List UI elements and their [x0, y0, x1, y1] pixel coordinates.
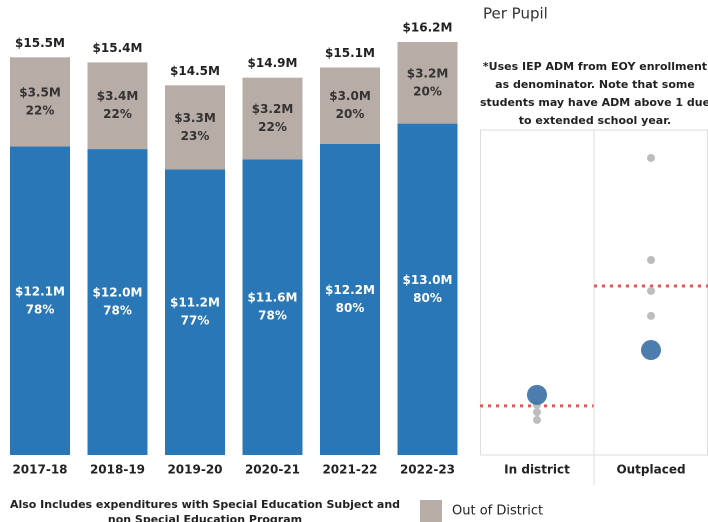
- value-label: $3.4M: [97, 89, 139, 103]
- bar-segment: [87, 149, 148, 455]
- x-tick-label: 2018-19: [90, 463, 145, 477]
- bar-segment: [397, 42, 458, 124]
- bar-segment: [320, 67, 380, 144]
- x-tick-label: 2021-22: [322, 463, 377, 477]
- total-label: $15.4M: [93, 41, 143, 55]
- share-label: 20%: [336, 107, 365, 121]
- value-label: $11.2M: [170, 296, 220, 310]
- bar-segment: [165, 85, 225, 170]
- bar-segment: [87, 62, 148, 150]
- bar-segment: [10, 146, 70, 455]
- x-tick-label: Outplaced: [616, 463, 685, 477]
- value-label: $13.0M: [403, 273, 453, 287]
- x-tick-label: 2020-21: [245, 463, 300, 477]
- point: [533, 408, 541, 417]
- point: [647, 311, 655, 320]
- bar-segment: [242, 159, 303, 455]
- share-label: 22%: [258, 120, 287, 134]
- value-label: $3.0M: [329, 89, 371, 103]
- note: *Uses IEP ADM from EOY enrollment as den…: [479, 60, 708, 127]
- mean-marker: [527, 384, 547, 405]
- bar-segment: [320, 143, 380, 455]
- value-label: $12.0M: [93, 286, 143, 300]
- total-label: $15.5M: [15, 36, 65, 50]
- share-label: 77%: [181, 314, 210, 328]
- chart-title: Per Pupil: [483, 5, 548, 23]
- legend-swatch: [420, 500, 442, 522]
- total-label: $15.1M: [325, 46, 375, 60]
- point: [647, 286, 655, 295]
- x-tick-label: 2022-23: [400, 463, 455, 477]
- bar-segment: [242, 77, 303, 160]
- share-label: 22%: [103, 107, 132, 121]
- value-label: $3.2M: [407, 66, 449, 80]
- share-label: 78%: [26, 302, 55, 316]
- legend-label: Out of District: [452, 504, 543, 519]
- value-label: $11.6M: [248, 291, 298, 305]
- point: [533, 415, 541, 424]
- value-label: $3.2M: [252, 102, 294, 116]
- mean-marker: [641, 340, 661, 361]
- share-label: 78%: [103, 304, 132, 318]
- share-label: 78%: [258, 309, 287, 323]
- bar-segment: [397, 123, 458, 455]
- value-label: $12.2M: [325, 283, 375, 297]
- point: [647, 256, 655, 264]
- share-label: 22%: [26, 103, 55, 117]
- x-tick-label: 2019-20: [167, 463, 222, 477]
- x-tick-label: In district: [504, 463, 570, 477]
- share-label: 80%: [413, 291, 442, 305]
- bar-segment: [165, 169, 225, 456]
- total-label: $14.9M: [248, 56, 298, 70]
- point: [647, 153, 655, 162]
- share-label: 23%: [181, 129, 210, 143]
- share-label: 20%: [413, 84, 442, 98]
- value-label: $3.3M: [174, 111, 216, 125]
- value-label: $12.1M: [15, 284, 65, 298]
- x-tick-label: 2017-18: [12, 463, 67, 477]
- footnote: Also Includes expenditures with Special …: [9, 498, 401, 522]
- total-label: $16.2M: [403, 21, 453, 35]
- share-label: 80%: [336, 301, 365, 315]
- total-label: $14.5M: [170, 64, 220, 78]
- value-label: $3.5M: [19, 85, 61, 99]
- bar-segment: [10, 57, 70, 147]
